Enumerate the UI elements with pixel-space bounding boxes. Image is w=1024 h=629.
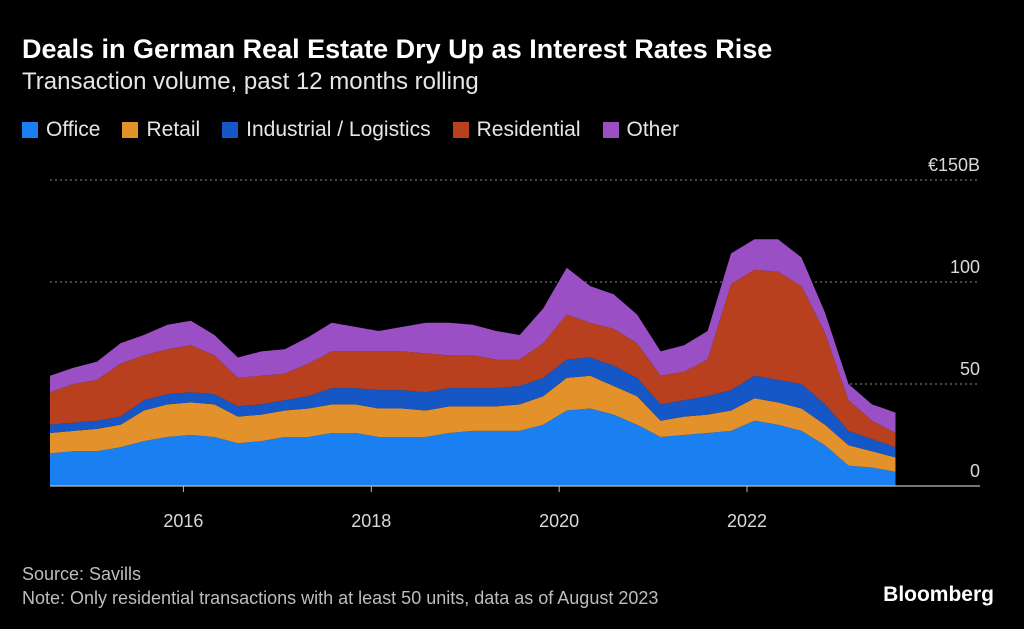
area bbox=[50, 357, 896, 458]
legend-label: Other bbox=[626, 118, 680, 141]
y-tick-label: 0 bbox=[970, 461, 980, 481]
legend-label: Industrial / Logistics bbox=[246, 118, 431, 141]
y-tick-label: 100 bbox=[950, 257, 980, 277]
x-tick-label: 2016 bbox=[163, 511, 203, 531]
legend-label: Retail bbox=[146, 118, 201, 141]
legend-swatch bbox=[22, 122, 38, 138]
legend-label: Residential bbox=[476, 118, 581, 141]
x-tick-label: 2020 bbox=[539, 511, 579, 531]
legend-swatch bbox=[122, 122, 139, 138]
x-tick-label: 2022 bbox=[727, 511, 767, 531]
area bbox=[50, 408, 896, 486]
legend-swatch bbox=[452, 122, 469, 138]
brand: Bloomberg bbox=[883, 583, 994, 606]
x-tick-label: 2018 bbox=[351, 511, 391, 531]
legend-label: Office bbox=[46, 118, 101, 141]
legend-swatch bbox=[222, 122, 239, 138]
legend-swatch bbox=[602, 122, 619, 138]
legend-item: Office bbox=[22, 118, 100, 142]
y-tick-label: 50 bbox=[960, 359, 980, 379]
chart-title: Deals in German Real Estate Dry Up as In… bbox=[22, 34, 773, 64]
chart-subtitle: Transaction volume, past 12 months rolli… bbox=[22, 68, 479, 95]
y-tick-label: €150B bbox=[928, 155, 980, 175]
legend-item: Industrial / Logistics bbox=[222, 118, 431, 142]
note: Note: Only residential transactions with… bbox=[22, 588, 659, 608]
legend-item: Residential bbox=[452, 118, 581, 142]
legend: Office Retail Industrial / Logistics Reside… bbox=[22, 118, 679, 142]
legend-item: Retail bbox=[122, 118, 200, 142]
legend-item: Other bbox=[602, 118, 680, 142]
area bbox=[50, 269, 896, 448]
area bbox=[50, 239, 896, 433]
source: Source: Savills bbox=[22, 564, 142, 584]
area bbox=[50, 375, 896, 472]
